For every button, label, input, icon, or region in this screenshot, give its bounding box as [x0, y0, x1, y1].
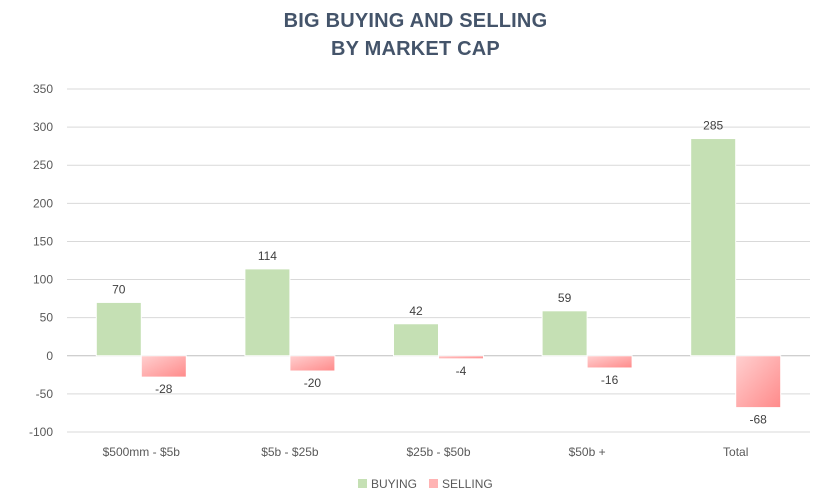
y-axis-ticks: 350 300 250 200 150 100 50 0 -50 -100 — [29, 82, 53, 439]
selling-data-label: -16 — [601, 373, 619, 387]
legend-swatch-selling — [429, 479, 438, 488]
bars-layer — [95, 138, 782, 409]
x-category-label: $25b - $50b — [406, 445, 470, 459]
y-tick-label: 200 — [33, 196, 53, 210]
buying-bar — [393, 323, 439, 357]
legend-label-selling: SELLING — [442, 477, 493, 491]
y-tick-label: 0 — [46, 349, 53, 363]
x-category-label: $50b + — [569, 445, 606, 459]
selling-bar — [438, 355, 484, 360]
x-category-label: $5b - $25b — [261, 445, 319, 459]
buying-data-label: 70 — [112, 282, 126, 296]
selling-bar — [586, 355, 633, 369]
legend-swatch-buying — [358, 479, 367, 488]
legend-label-buying: BUYING — [371, 477, 417, 491]
x-category-label: Total — [723, 445, 748, 459]
y-tick-label: -50 — [36, 387, 54, 401]
legend: BUYING SELLING — [358, 477, 493, 491]
x-category-label: $500mm - $5b — [103, 445, 181, 459]
buying-bar — [541, 310, 588, 357]
selling-data-label: -68 — [750, 413, 768, 427]
selling-bar — [289, 355, 336, 372]
buying-data-label: 42 — [409, 304, 423, 318]
selling-data-label: -20 — [304, 376, 322, 390]
y-tick-label: -100 — [29, 425, 53, 439]
grid-layer — [67, 88, 810, 433]
buying-data-label: 59 — [558, 291, 572, 305]
buying-bar — [95, 301, 142, 357]
chart-title-line-2: BY MARKET CAP — [331, 38, 500, 60]
x-axis-labels: $500mm - $5b $5b - $25b $25b - $50b $50b + T… — [103, 445, 749, 459]
buying-data-label: 114 — [258, 249, 277, 263]
y-tick-label: 350 — [33, 82, 53, 96]
selling-bar — [735, 355, 782, 409]
selling-data-label: -4 — [456, 364, 467, 378]
buying-bar — [690, 138, 737, 357]
y-tick-label: 50 — [40, 311, 54, 325]
y-tick-label: 100 — [33, 273, 53, 287]
selling-data-label: -28 — [155, 382, 173, 396]
data-labels-layer: 70 -28 114 -20 42 -4 59 -16 285 -68 — [112, 119, 767, 427]
buying-bar — [244, 268, 291, 357]
buying-data-label: 285 — [703, 119, 723, 133]
y-tick-label: 250 — [33, 158, 53, 172]
y-tick-label: 300 — [33, 120, 53, 134]
selling-bar — [140, 355, 187, 378]
y-tick-label: 150 — [33, 234, 53, 248]
chart-title-line-1: BIG BUYING AND SELLING — [283, 10, 548, 32]
